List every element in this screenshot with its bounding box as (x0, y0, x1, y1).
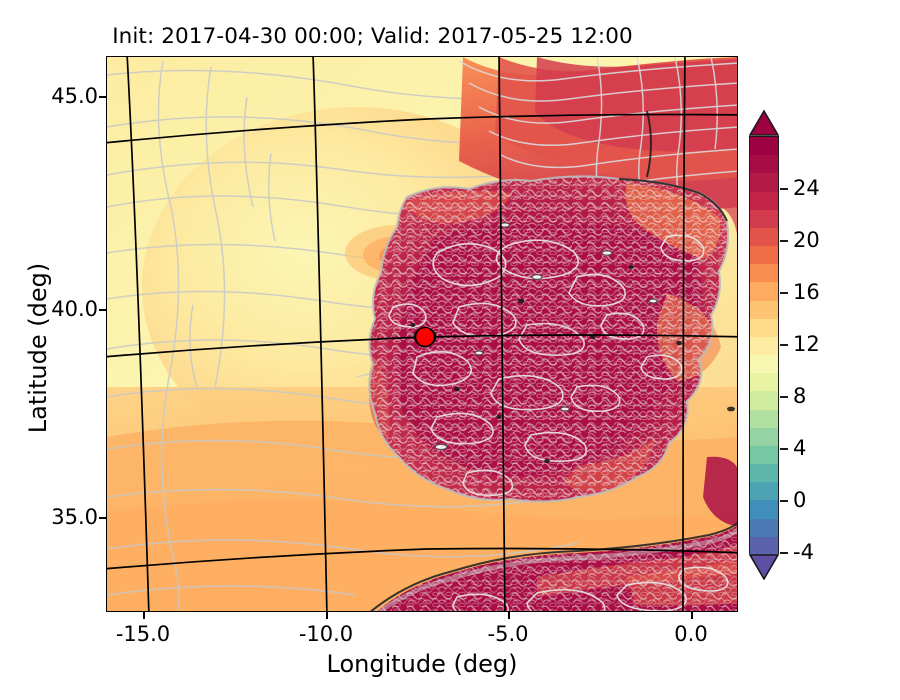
iberia-landmass (368, 175, 730, 503)
y-tick-label: 40.0 (51, 297, 98, 321)
x-tick-mark (326, 612, 328, 619)
colorbar-band (750, 209, 778, 229)
x-tick-label: -5.0 (487, 622, 529, 646)
colorbar-tick-label: 0 (793, 488, 807, 512)
y-axis-label: Latitude (deg) (24, 262, 52, 434)
colorbar-tick-label: 4 (793, 436, 807, 460)
graticule (107, 57, 737, 611)
colorbar-band (750, 518, 778, 538)
map-clip (107, 57, 737, 611)
colorbar-gradient (749, 136, 779, 556)
y-tick-mark (99, 96, 106, 98)
colorbar-tick-label: 12 (793, 332, 820, 356)
x-tick-mark (143, 612, 145, 619)
colorbar-band (750, 482, 778, 502)
colorbar-band (750, 536, 778, 556)
colorbar-band (750, 427, 778, 447)
y-tick-mark (99, 309, 106, 311)
site-marker (413, 326, 437, 348)
x-tick-label: -15.0 (115, 622, 171, 646)
y-tick-mark (99, 517, 106, 519)
y-tick-label: 45.0 (51, 84, 98, 108)
colorbar-tick-mark (780, 448, 788, 450)
colorbar-band (750, 464, 778, 483)
colorbar-band (750, 500, 778, 520)
colorbar-band (750, 373, 778, 393)
colorbar-tick-mark (780, 240, 788, 242)
colorbar-band (750, 227, 778, 247)
colorbar-band (750, 191, 778, 211)
colorbar-band (750, 409, 778, 429)
x-axis-label: Longitude (deg) (326, 650, 518, 678)
colorbar-band (750, 300, 778, 320)
map-plot-area[interactable]: Grey contours: precipitation > 0.5 mm (106, 56, 738, 612)
x-tick-mark (508, 612, 510, 619)
colorbar-tick-mark (780, 344, 788, 346)
x-tick-label: 0.0 (674, 622, 708, 646)
colorbar-band (750, 355, 778, 374)
colorbar-tick-label: 8 (793, 384, 807, 408)
colorbar-over-arrow (748, 109, 780, 136)
colorbar-tick-mark (780, 292, 788, 294)
colorbar-band (750, 173, 778, 193)
colorbar-band (750, 391, 778, 411)
colorbar-tick-label: 20 (793, 228, 820, 252)
temperature-map (107, 57, 737, 611)
colorbar-tick-mark (780, 396, 788, 398)
colorbar-band (750, 155, 778, 174)
colorbar-band (750, 264, 778, 283)
colorbar-tick-label: -4 (793, 540, 814, 564)
colorbar-tick-mark (780, 188, 788, 190)
colorbar-band (750, 137, 778, 156)
colorbar-tick-mark (780, 552, 788, 554)
colorbar-band (750, 445, 778, 465)
page-title: Init: 2017-04-30 00:00; Valid: 2017-05-2… (112, 24, 633, 49)
y-tick-label: 35.0 (51, 505, 98, 529)
colorbar-tick-label: 24 (793, 176, 820, 200)
x-tick-label: -10.0 (298, 622, 354, 646)
colorbar-band (750, 318, 778, 338)
colorbar-band (750, 336, 778, 356)
colorbar-tick-mark (780, 500, 788, 502)
colorbar-band (750, 282, 778, 302)
colorbar-tick-label: 16 (793, 280, 820, 304)
north-africa-landmass (369, 521, 737, 611)
colorbar-band (750, 246, 778, 265)
x-tick-mark (691, 612, 693, 619)
colorbar[interactable]: 24 20 16 12 8 4 0 -4 (748, 109, 820, 581)
colorbar-under-arrow (748, 554, 780, 581)
